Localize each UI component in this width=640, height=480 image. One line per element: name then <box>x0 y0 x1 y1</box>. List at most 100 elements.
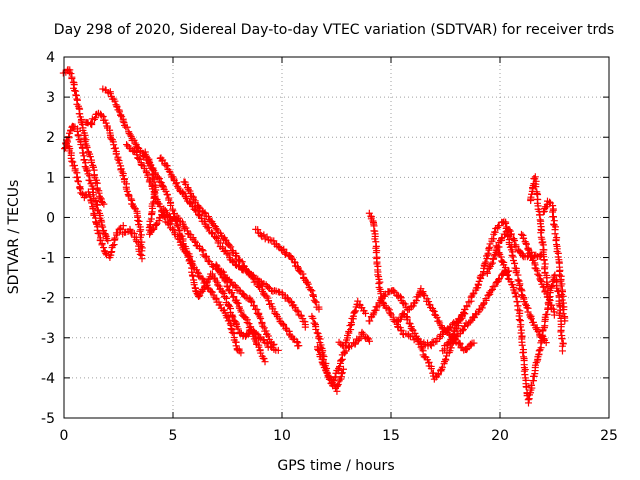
data-point <box>521 300 529 308</box>
data-point <box>557 328 565 336</box>
data-point <box>257 349 265 357</box>
data-point <box>96 194 104 202</box>
data-point <box>229 313 237 321</box>
data-point <box>150 178 158 186</box>
data-point <box>526 313 534 321</box>
y-tick-labels: -5 -4 -3 -2 -1 0 1 2 3 4 <box>41 50 55 427</box>
data-point <box>156 202 164 210</box>
data-point <box>131 139 139 147</box>
data-point <box>437 367 445 375</box>
data-point <box>560 306 568 314</box>
data-point <box>409 326 417 334</box>
data-point <box>365 337 373 345</box>
data-point <box>487 287 495 295</box>
data-point <box>100 200 108 208</box>
data-point <box>247 270 255 278</box>
data-point <box>228 329 236 337</box>
data-point <box>480 261 488 269</box>
data-point <box>68 75 76 83</box>
data-point <box>561 317 569 325</box>
data-point <box>163 191 171 199</box>
data-point <box>135 247 143 255</box>
data-point <box>104 237 112 245</box>
data-point <box>237 308 245 316</box>
data-point <box>399 310 407 318</box>
data-point <box>433 313 441 321</box>
data-point <box>516 323 524 331</box>
data-point <box>95 230 103 238</box>
data-point <box>190 281 198 289</box>
x-tick-label: 10 <box>273 428 291 444</box>
data-point <box>162 187 170 195</box>
data-point <box>197 289 205 297</box>
data-point <box>459 309 467 317</box>
data-point <box>186 259 194 267</box>
data-point <box>154 173 162 181</box>
data-point <box>312 325 320 333</box>
data-point <box>133 151 141 159</box>
y-tick-label: -3 <box>41 331 55 347</box>
data-point <box>198 274 206 282</box>
x-tick-label: 15 <box>382 428 400 444</box>
data-point <box>557 282 565 290</box>
data-point <box>442 355 450 363</box>
data-point <box>195 293 203 301</box>
data-point <box>504 233 512 241</box>
data-point <box>220 289 228 297</box>
data-point <box>229 293 237 301</box>
data-point <box>98 199 106 207</box>
data-point <box>68 157 76 165</box>
data-point <box>483 268 491 276</box>
data-point <box>549 213 557 221</box>
data-point <box>309 291 317 299</box>
data-point <box>309 292 317 300</box>
data-point <box>137 226 145 234</box>
data-point <box>212 277 220 285</box>
data-point <box>111 97 119 105</box>
series-track <box>517 230 558 319</box>
data-point <box>86 193 94 201</box>
grid-lines <box>64 57 609 418</box>
data-point <box>261 358 269 366</box>
data-point <box>527 193 535 201</box>
data-point <box>174 221 182 229</box>
data-point <box>534 270 542 278</box>
data-point <box>456 340 464 348</box>
data-point <box>539 283 547 291</box>
data-point <box>73 173 81 181</box>
data-point <box>384 304 392 312</box>
data-point <box>438 363 446 371</box>
series-track <box>527 173 552 293</box>
data-point <box>337 356 345 364</box>
y-tick-label: 3 <box>46 90 55 106</box>
data-point <box>293 263 301 271</box>
data-point <box>235 286 243 294</box>
data-point <box>545 296 553 304</box>
y-tick-label: 2 <box>46 130 55 146</box>
data-point <box>459 326 467 334</box>
data-point <box>400 299 408 307</box>
data-point <box>455 319 463 327</box>
data-point <box>458 311 466 319</box>
data-point <box>470 339 478 347</box>
data-point <box>134 216 142 224</box>
series-track <box>119 225 144 258</box>
data-point <box>274 346 282 354</box>
data-point <box>80 134 88 142</box>
data-point <box>393 316 401 324</box>
data-point <box>386 309 394 317</box>
data-point <box>514 276 522 284</box>
data-point <box>177 241 185 249</box>
data-point <box>189 272 197 280</box>
data-point <box>362 309 370 317</box>
chart-title: Day 298 of 2020, Sidereal Day-to-day VTE… <box>54 22 614 38</box>
data-point <box>540 256 548 264</box>
data-point <box>374 271 382 279</box>
data-point <box>522 240 530 248</box>
data-point <box>214 281 222 289</box>
data-point <box>502 267 510 275</box>
data-point <box>184 253 192 261</box>
axis-ticks <box>63 56 610 419</box>
data-point <box>234 325 242 333</box>
data-point <box>88 119 96 127</box>
